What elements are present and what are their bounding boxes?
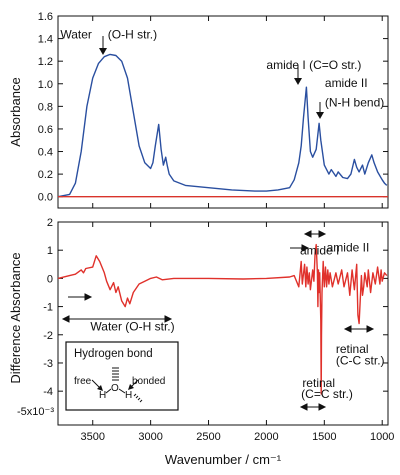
hydrogen-bond-inset: Hydrogen bond free bonded H O H [65, 341, 179, 411]
top-y-tick-label: 1.6 [38, 11, 53, 23]
top-annotation: (N-H bend) [325, 95, 384, 109]
top-x-ticks [92, 16, 383, 208]
top-panel-frame [57, 15, 389, 209]
inset-hbond-right [133, 393, 143, 403]
inset-atom-h-left: H [99, 390, 106, 401]
arrow-amide-ii-head-r [318, 230, 327, 238]
x-tick-label: 3500 [80, 431, 104, 443]
inset-title: Hydrogen bond [74, 348, 153, 360]
bottom-y-tick-label: -2 [43, 330, 53, 342]
arrow-cc-bond-head-l [299, 403, 308, 411]
top-y-tick-label: 0.6 [38, 124, 53, 136]
top-annotations: Water (O-H str.) amide I (C=O str.) amide I… [60, 28, 384, 110]
double-arrows [61, 230, 375, 411]
x-tick-label: 2000 [254, 431, 278, 443]
top-annotation: Water [60, 28, 92, 42]
bottom-series-line-0 [57, 243, 388, 395]
bottom-y-tick-label: -3 [43, 358, 53, 370]
arrow-water-left-head [84, 293, 93, 301]
x-tick-label: 1000 [370, 431, 394, 443]
arrow-cc-head-r [366, 325, 375, 333]
bottom-y-tick-label: 0 [47, 273, 53, 285]
bottom-annotation: retinal [302, 376, 335, 390]
inset-bond-left [105, 388, 112, 394]
bottom-panel-frame [57, 221, 389, 426]
inset-arrow-bonded-head [128, 384, 134, 390]
inset-frame [65, 341, 179, 411]
bottom-y-tick-label: -1 [43, 302, 53, 314]
top-annotation: (O-H str.) [108, 28, 157, 42]
top-annotation: amide I (C=O str.) [266, 58, 361, 72]
bottom-annotation: amide II [327, 241, 370, 255]
bottom-y-tick-label: 2 [47, 217, 53, 229]
amide-ii-arrow-head [316, 112, 324, 119]
top-y-tick-label: 1.4 [38, 34, 53, 46]
x-tick-label: 3000 [138, 431, 162, 443]
top-y-tick-label: 0.0 [38, 192, 53, 204]
water-arrow-head [99, 48, 107, 55]
bottom-annotation: (C-C str.) [336, 353, 385, 367]
inset-bond-right [118, 388, 126, 394]
bottom-annotation: retinal [336, 342, 369, 356]
top-y-tick-label: 1.0 [38, 79, 53, 91]
top-y-tick-label: 1.2 [38, 56, 53, 68]
bottom-y-axis-label: Difference Absorbance [8, 252, 23, 383]
x-tick-label: 1500 [312, 431, 336, 443]
bottom-scale-label: -5x10⁻³ [17, 406, 54, 418]
x-tick-label: 2500 [196, 431, 220, 443]
arrow-cc-bond-head-r [318, 403, 327, 411]
top-y-tick-label: 0.4 [38, 147, 53, 159]
amide-i-arrow-head [294, 78, 302, 85]
arrow-amide-ii-head-l [303, 230, 312, 238]
bottom-annotation: amide I [300, 243, 339, 257]
top-series [57, 53, 388, 198]
top-y-tick-label: 0.8 [38, 101, 53, 113]
x-axis-label: Wavenumber / cm⁻¹ [165, 452, 282, 467]
arrow-cc-head-l [343, 325, 352, 333]
bottom-y-tick-label: 1 [47, 245, 53, 257]
inset-bonded-label: bonded [132, 376, 165, 387]
bottom-panel: 2 1 0 -1 -2 -3 -4 3500 3000 2500 2000 1500 1000 ami… [8, 217, 394, 467]
arrow-water-span-head-l [61, 315, 70, 323]
inset-hbond-top [112, 367, 119, 381]
inset-free-label: free [74, 376, 92, 387]
bottom-annotation: Water (O-H str.) [90, 320, 174, 334]
bottom-y-tick-label: -4 [43, 386, 53, 398]
arrow-amide-i-head [301, 244, 310, 252]
bottom-annotation: (C=C str.) [301, 387, 353, 401]
top-annotation: amide II [325, 76, 368, 90]
inset-arrow-free-head [97, 385, 103, 391]
bottom-x-ticks: 3500 3000 2500 2000 1500 1000 [80, 222, 394, 443]
top-y-ticks: 0.0 0.2 0.4 0.6 0.8 1.0 1.2 1.4 1.6 [38, 11, 388, 204]
bottom-series [57, 243, 388, 395]
top-panel: 0.0 0.2 0.4 0.6 0.8 1.0 1.2 1.4 1.6 Water (O-H st… [8, 11, 389, 209]
top-y-tick-label: 0.2 [38, 169, 53, 181]
arrow-water-span-head-r [164, 315, 173, 323]
top-y-axis-label: Absorbance [8, 77, 23, 146]
top-series-line-0 [57, 53, 388, 198]
inset-atom-o: O [111, 383, 119, 394]
inset-atom-h-right: H [125, 390, 132, 401]
